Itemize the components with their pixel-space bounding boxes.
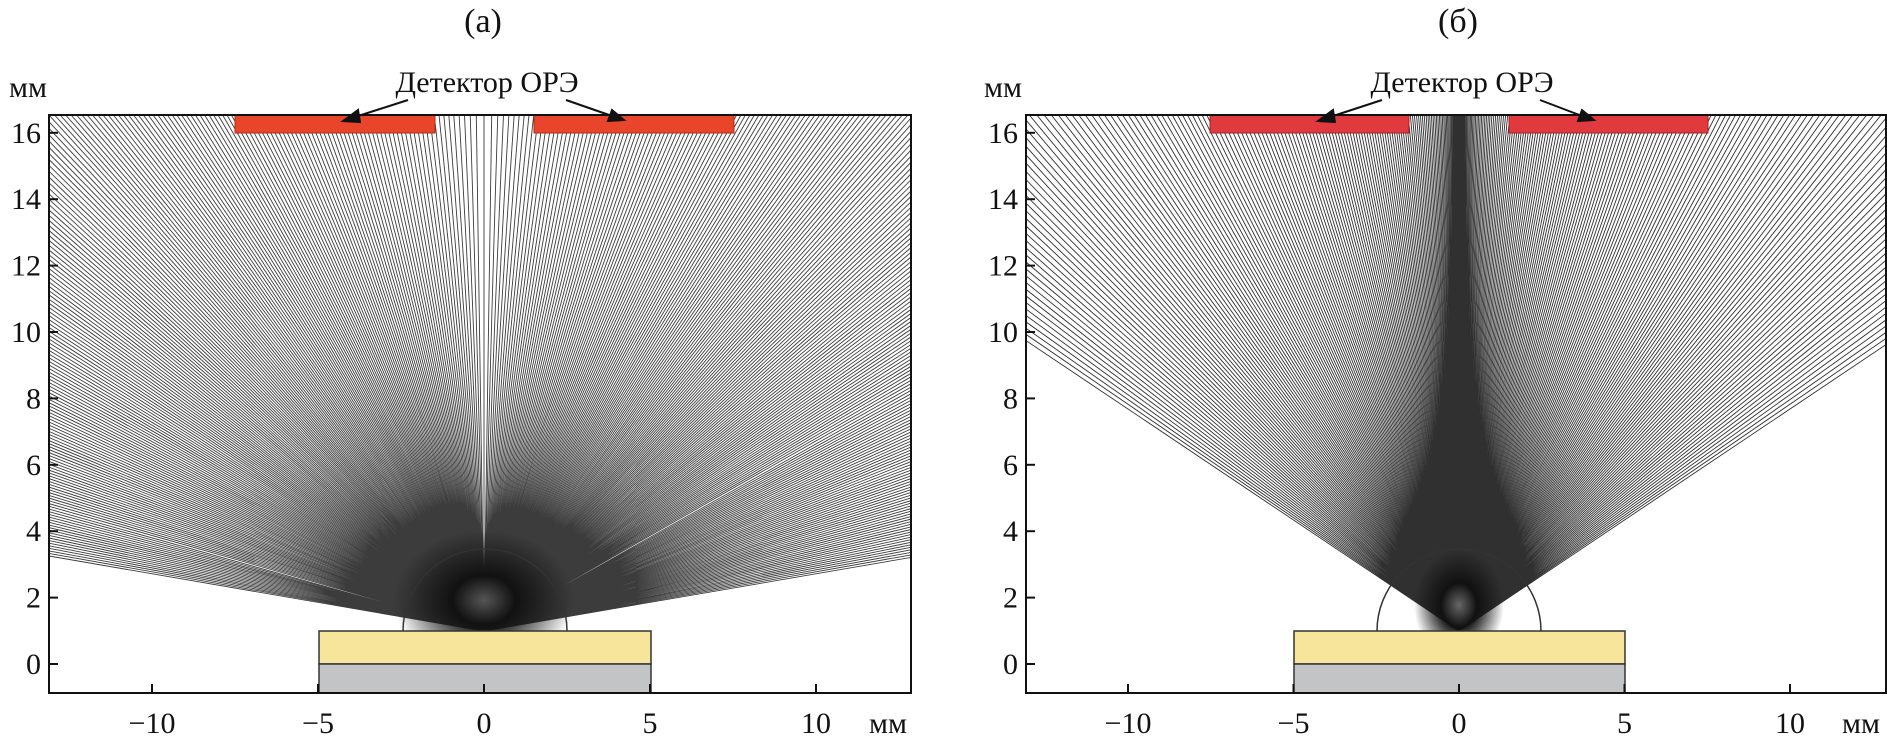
y-tick-label: 4: [26, 515, 41, 548]
x-tick-label: −5: [302, 707, 334, 740]
panel-a-detector-label: Детектор ОРЭ: [395, 66, 578, 99]
panel-b-y-axis: 0 2 4 6 8 10 12 14 16: [988, 117, 1035, 681]
panel-a-x-axis: −10 −5 0 5 10: [129, 684, 831, 740]
y-tick-label: 16: [11, 117, 41, 150]
x-tick-label: 10: [801, 707, 831, 740]
panel-b-label: (б): [1438, 3, 1478, 40]
x-tick-label: 5: [643, 707, 658, 740]
panel-b-detector-left: [1209, 114, 1410, 134]
panel-b-sample-layer: [1293, 630, 1626, 665]
panel-b-ray-fan: [1026, 115, 1886, 632]
panel-b: (б) 0 2 4 6 8 10 12 14 16 −10 −5 0 5 10 мм мм Детект…: [984, 3, 1887, 740]
y-tick-label: 12: [988, 250, 1018, 283]
y-tick-label: 10: [988, 316, 1018, 349]
panel-a-detector-right: [533, 114, 735, 134]
x-tick-label: 10: [1775, 707, 1805, 740]
y-tick-label: 8: [26, 382, 41, 415]
panel-a-detector-arrows: [340, 99, 627, 124]
panel-a-label: (а): [464, 3, 502, 40]
panel-a-detector-left: [234, 114, 436, 134]
panel-a-x-unit: мм: [869, 707, 907, 740]
panel-b-detector-label: Детектор ОРЭ: [1370, 66, 1553, 99]
panel-b-y-unit: мм: [984, 71, 1022, 104]
panel-b-x-axis: −10 −5 0 5 10: [1105, 684, 1805, 740]
panel-a-ray-fan: [49, 115, 911, 632]
y-tick-label: 6: [1003, 449, 1018, 482]
y-tick-label: 2: [1003, 582, 1018, 615]
x-tick-label: −10: [1105, 707, 1152, 740]
y-tick-label: 14: [11, 183, 41, 216]
y-tick-label: 0: [1003, 648, 1018, 681]
panel-a-y-unit: мм: [9, 71, 47, 104]
y-tick-label: 14: [988, 183, 1018, 216]
panel-a-sample-layer: [318, 630, 652, 665]
panel-a: (а) 0 2 4 6 8 10 12 14 16 −10 −5 0 5 10 мм мм Детект…: [9, 3, 912, 740]
x-tick-label: −5: [1278, 707, 1310, 740]
y-tick-label: 16: [988, 117, 1018, 150]
y-tick-label: 10: [11, 316, 41, 349]
y-tick-label: 8: [1003, 382, 1018, 415]
panel-b-detector-arrows: [1315, 99, 1597, 124]
x-tick-label: −10: [129, 707, 176, 740]
y-tick-label: 0: [26, 648, 41, 681]
panel-b-axes-frame: [1025, 114, 1887, 694]
y-tick-label: 4: [1003, 515, 1018, 548]
x-tick-label: 0: [1452, 707, 1467, 740]
panel-a-axes-frame: [48, 114, 912, 694]
panel-b-x-unit: мм: [1842, 707, 1880, 740]
panel-b-dome: [1376, 548, 1542, 632]
y-tick-label: 12: [11, 250, 41, 283]
y-tick-label: 6: [26, 449, 41, 482]
panel-b-detector-right: [1508, 114, 1709, 134]
panel-a-y-axis: 0 2 4 6 8 10 12 14 16: [11, 117, 58, 681]
x-tick-label: 5: [1617, 707, 1632, 740]
x-tick-label: 0: [477, 707, 492, 740]
y-tick-label: 2: [26, 582, 41, 615]
panel-a-dome: [402, 548, 568, 632]
